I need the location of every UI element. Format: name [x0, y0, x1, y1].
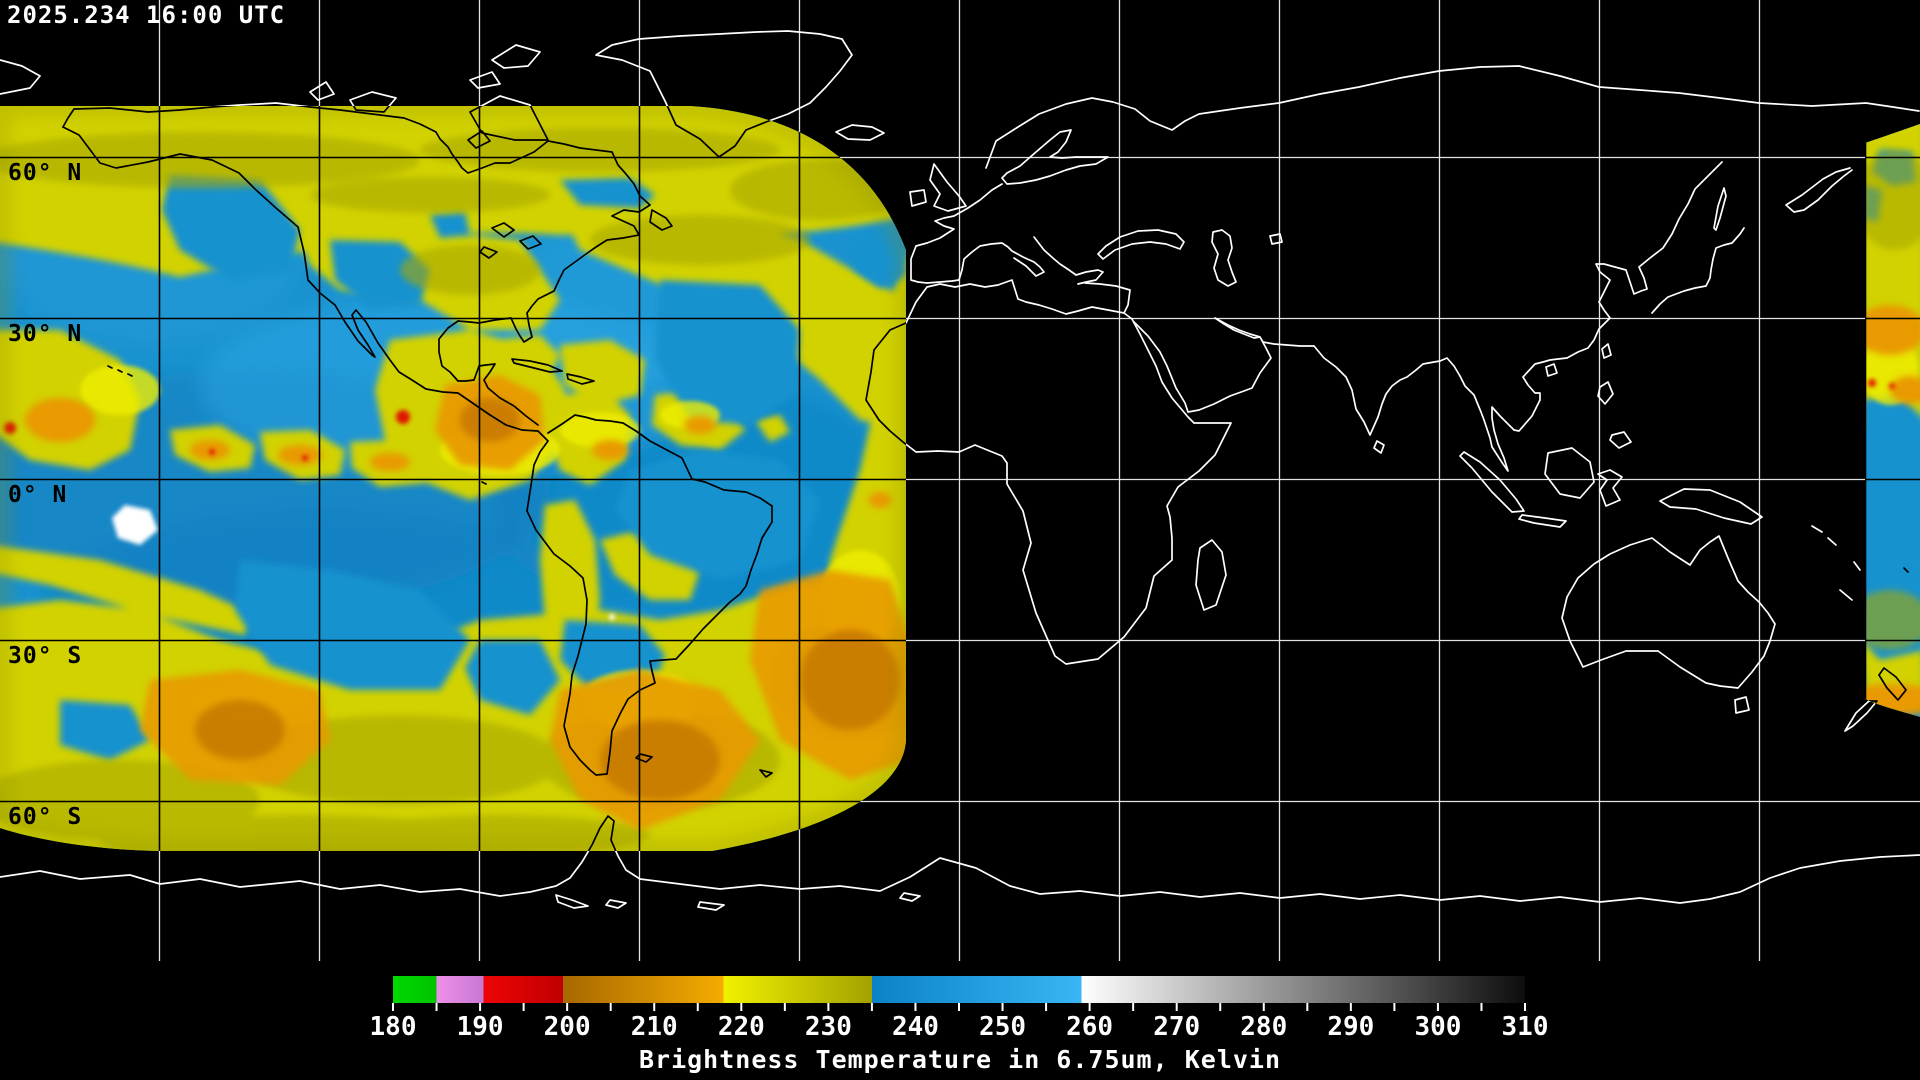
latitude-label-30n: 30° N	[8, 321, 83, 347]
colorbar-tick-label: 300	[1414, 1012, 1462, 1042]
colorbar-title: Brightness Temperature in 6.75um, Kelvin	[638, 1045, 1282, 1074]
latitude-label-60s: 60° S	[8, 804, 83, 830]
colorbar-tick-label: 310	[1501, 1012, 1549, 1042]
colorbar	[392, 976, 1526, 1011]
colorbar-tick-label: 290	[1327, 1012, 1375, 1042]
colorbar-tick-label: 280	[1240, 1012, 1288, 1042]
timestamp-label: 2025.234 16:00 UTC	[7, 1, 286, 29]
colorbar-tick-label: 260	[1066, 1012, 1114, 1042]
colorbar-tick-label: 270	[1153, 1012, 1201, 1042]
colorbar-tick-label: 210	[630, 1012, 678, 1042]
colorbar-tick-label: 200	[543, 1012, 591, 1042]
colorbar-tick-label: 240	[891, 1012, 939, 1042]
colorbar-tick-label: 220	[717, 1012, 765, 1042]
colorbar-ticks	[392, 1003, 1526, 1011]
latitude-label-30s: 30° S	[8, 643, 83, 669]
colorbar-tick-label: 180	[369, 1012, 417, 1042]
colorbar-tick-label: 190	[456, 1012, 504, 1042]
colorbar-tick-label: 230	[804, 1012, 852, 1042]
latitude-label-0n: 0° N	[8, 482, 68, 508]
colorbar-tick-label: 250	[979, 1012, 1027, 1042]
latitude-label-60n: 60° N	[8, 160, 83, 186]
